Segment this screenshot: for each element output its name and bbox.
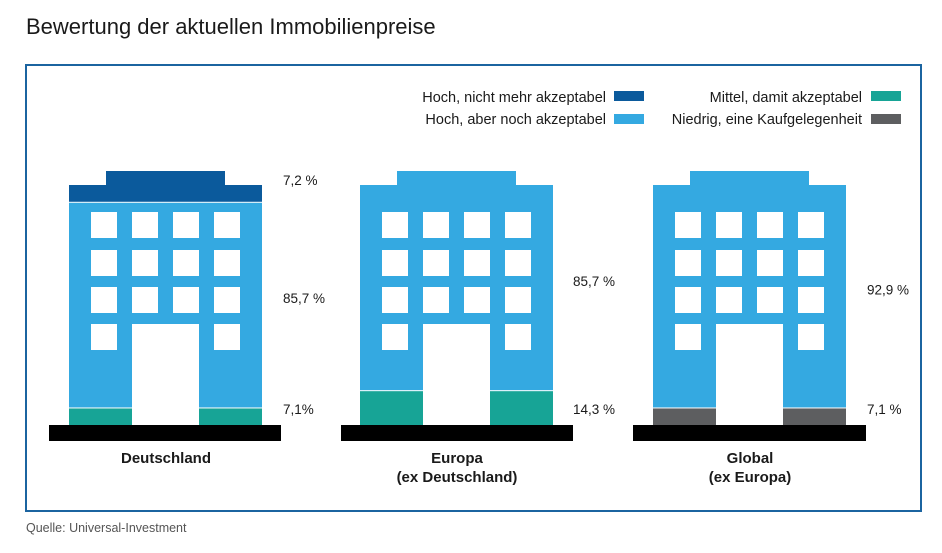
- data-label-1-2: 85,7 %: [283, 291, 325, 306]
- data-label-2-1: 85,7 %: [573, 274, 615, 289]
- window-3: [675, 212, 701, 238]
- window-2: [464, 250, 490, 276]
- source-note: Quelle: Universal-Investment: [26, 521, 187, 535]
- building-base-1: [49, 425, 281, 441]
- window-3: [757, 212, 783, 238]
- chart-title: Bewertung der aktuellen Immobilienpreise: [26, 14, 436, 39]
- window-2: [505, 250, 531, 276]
- window-3: [798, 212, 824, 238]
- window-1: [214, 212, 240, 238]
- building-roof-1: [106, 171, 225, 185]
- window-2: [382, 212, 408, 238]
- window-1: [91, 212, 117, 238]
- legend-swatch-hoch_nicht_akzeptabel: [614, 91, 644, 101]
- window-3: [716, 212, 742, 238]
- window-2: [505, 287, 531, 313]
- data-label-1-1: 7,2 %: [283, 173, 318, 188]
- window-1: [91, 324, 117, 350]
- category-label-1: Deutschland: [121, 450, 211, 467]
- category-label-3-line2: (ex Europa): [709, 469, 792, 486]
- data-label-3-2: 7,1 %: [867, 402, 902, 417]
- window-3: [798, 324, 824, 350]
- category-label-2-line2: (ex Deutschland): [397, 469, 518, 486]
- window-3: [675, 287, 701, 313]
- window-2: [382, 324, 408, 350]
- window-1: [214, 287, 240, 313]
- window-2: [423, 287, 449, 313]
- window-1: [173, 287, 199, 313]
- window-1: [173, 250, 199, 276]
- door-3: [716, 324, 783, 425]
- window-2: [382, 250, 408, 276]
- category-label-2: Europa: [431, 450, 483, 467]
- chart-frame: [25, 64, 922, 512]
- segment-divider-1: [69, 201, 262, 203]
- window-2: [505, 212, 531, 238]
- window-3: [716, 250, 742, 276]
- window-2: [382, 287, 408, 313]
- bar-segment-1-hoch_nicht_akzeptabel: [69, 185, 262, 203]
- legend-label-mittel: Mittel, damit akzeptabel: [710, 90, 862, 106]
- window-3: [757, 250, 783, 276]
- window-3: [716, 287, 742, 313]
- building-roof-3: [690, 171, 809, 185]
- building-roof-2: [397, 171, 516, 185]
- window-3: [675, 250, 701, 276]
- window-2: [505, 324, 531, 350]
- window-3: [675, 324, 701, 350]
- window-1: [91, 287, 117, 313]
- window-1: [214, 250, 240, 276]
- building-base-3: [633, 425, 866, 441]
- building-base-2: [341, 425, 573, 441]
- window-2: [464, 212, 490, 238]
- window-3: [757, 287, 783, 313]
- category-label-3: Global: [727, 450, 774, 467]
- window-2: [464, 287, 490, 313]
- window-3: [798, 250, 824, 276]
- window-1: [91, 250, 117, 276]
- data-label-2-2: 14,3 %: [573, 402, 615, 417]
- window-1: [132, 212, 158, 238]
- legend-label-hoch_nicht_akzeptabel: Hoch, nicht mehr akzeptabel: [422, 90, 606, 106]
- data-label-3-1: 92,9 %: [867, 282, 909, 297]
- window-3: [798, 287, 824, 313]
- door-2: [423, 324, 490, 425]
- window-1: [132, 250, 158, 276]
- window-2: [423, 212, 449, 238]
- door-1: [132, 324, 199, 425]
- data-label-1-3: 7,1%: [283, 402, 314, 417]
- legend-swatch-hoch_akzeptabel: [614, 114, 644, 124]
- legend-label-niedrig: Niedrig, eine Kaufgelegenheit: [672, 112, 862, 128]
- legend-swatch-niedrig: [871, 114, 901, 124]
- window-2: [423, 250, 449, 276]
- window-1: [132, 287, 158, 313]
- legend-swatch-mittel: [871, 91, 901, 101]
- legend-label-hoch_akzeptabel: Hoch, aber noch akzeptabel: [425, 112, 606, 128]
- window-1: [173, 212, 199, 238]
- window-1: [214, 324, 240, 350]
